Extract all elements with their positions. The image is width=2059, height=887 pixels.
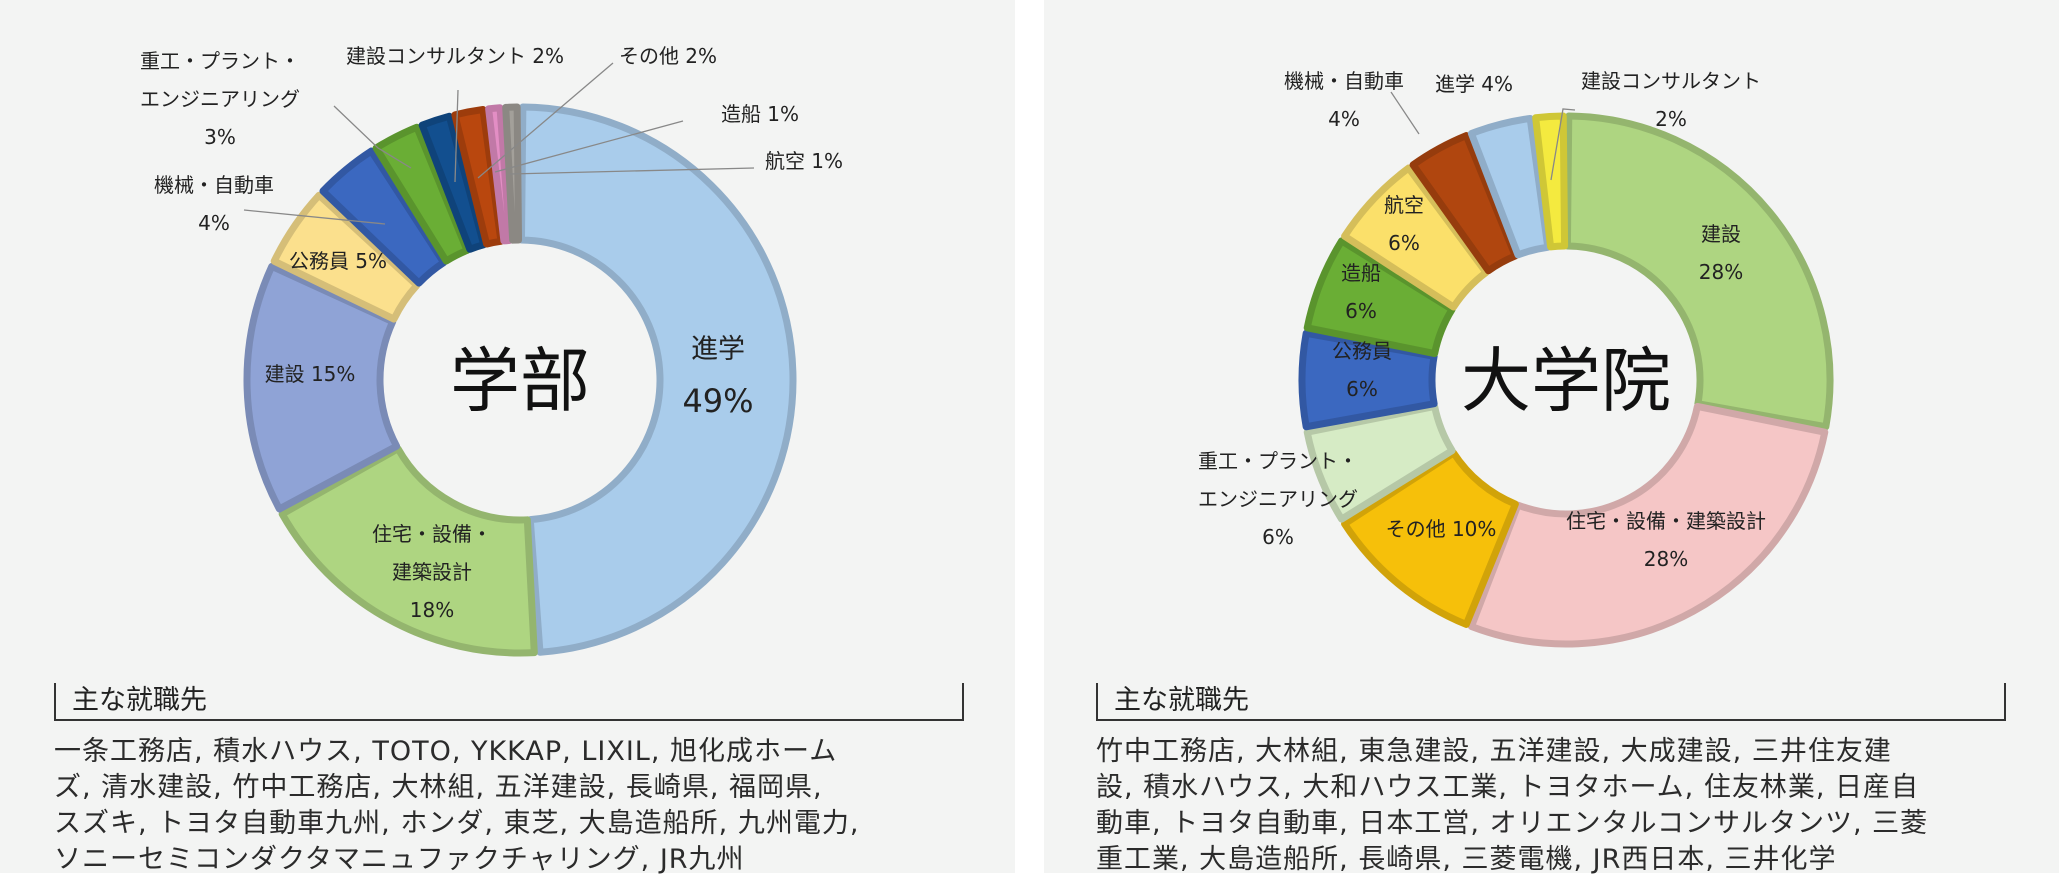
slice-label: その他 10% bbox=[1386, 517, 1497, 541]
slice-label: 住宅・設備・建築設計 28% bbox=[1566, 509, 1766, 571]
slice-label: 重工・プラント・エンジニアリング 3% bbox=[140, 49, 412, 169]
slice-label: 建設 15% bbox=[265, 362, 356, 386]
donut-slice bbox=[1341, 449, 1519, 628]
graduate-panel: 大学院 建設 28% 住宅・設備・建築設計 28% その他 10% 重工・プラント・ エンジニ… bbox=[1044, 0, 2059, 875]
slice-name-label: 住宅・設備・ bbox=[372, 522, 492, 546]
slice-label: 造船 6% bbox=[1341, 261, 1381, 323]
employers-list: 一条工務店, 積水ハウス, TOTO, YKKAP, LIXIL, 旭化成ホーム… bbox=[54, 734, 969, 878]
leader-line bbox=[333, 105, 412, 169]
slice-label: 建設コンサルタント 2% bbox=[346, 44, 564, 183]
donut-slice bbox=[1341, 164, 1490, 311]
slice-value-label: 4% bbox=[1328, 107, 1360, 131]
slice-value-label: 6% bbox=[1346, 377, 1378, 401]
slice-name-label: エンジニアリング bbox=[140, 87, 300, 111]
slice-name-label: 建設 bbox=[1701, 222, 1741, 246]
slice-name-label: 重工・プラント・ bbox=[140, 49, 300, 73]
slice-label: 住宅・設備・建築設計 18% bbox=[372, 522, 492, 622]
donut-slice bbox=[517, 103, 797, 656]
slice-label: 建設コンサルタント 2% bbox=[1550, 69, 1761, 181]
employers-line: 一条工務店, 積水ハウス, TOTO, YKKAP, LIXIL, 旭化成ホーム bbox=[54, 736, 838, 767]
leader-line bbox=[243, 209, 386, 225]
slice-name-label: エンジニアリング bbox=[1198, 487, 1358, 511]
slice-name-value-label: 航空 1% bbox=[765, 149, 843, 173]
slice-value-label: 28% bbox=[1644, 547, 1688, 571]
donut-slice bbox=[319, 147, 448, 287]
employers-line: 設, 積水ハウス, 大和ハウス工業, トヨタホーム, 住友林業, 日産自 bbox=[1096, 772, 1920, 803]
leader-line bbox=[1550, 108, 1576, 181]
slice-label: 進学 4% bbox=[1435, 72, 1513, 96]
slice-label: 航空 6% bbox=[1384, 193, 1424, 255]
slice-label: 造船 1% bbox=[494, 102, 799, 173]
center-label: 学部 bbox=[450, 340, 590, 422]
employers-heading: 主な就職先 bbox=[1096, 683, 2006, 721]
employers-line: 重工業, 大島造船所, 長崎県, 三菱電機, JR西日本, 三井化学 bbox=[1096, 844, 1837, 875]
employers-heading: 主な就職先 bbox=[54, 683, 964, 721]
undergraduate-panel: 学部 進学 49% 住宅・設備・ 建築設計 18% 建設 15% 公務員 5% 機械・自動車 4%… bbox=[0, 0, 1015, 875]
graduate-donut-chart: 大学院 建設 28% 住宅・設備・建築設計 28% その他 10% 重工・プラント・エンジニ… bbox=[1198, 69, 1834, 648]
donut-slice bbox=[1532, 112, 1569, 251]
slice-name-label: 機械・自動車 bbox=[154, 173, 274, 197]
employers-line: ズ, 清水建設, 竹中工務店, 大林組, 五洋建設, 長崎県, 福岡県, bbox=[54, 772, 823, 803]
slice-label: 航空 1% bbox=[509, 149, 843, 175]
leader-line bbox=[494, 120, 684, 173]
slice-name-label: 建設コンサルタント bbox=[1581, 69, 1761, 93]
donut-slice bbox=[243, 262, 401, 513]
leader-line bbox=[1390, 91, 1420, 135]
slice-value-label: 28% bbox=[1699, 260, 1743, 284]
slice-name-label: 建築設計 bbox=[392, 560, 472, 584]
donut-slices bbox=[243, 103, 797, 657]
slice-label: 進学 49% bbox=[682, 334, 753, 420]
slice-label: 公務員 5% bbox=[289, 249, 387, 273]
slice-value-label: 2% bbox=[1655, 107, 1687, 131]
slice-label: 機械・自動車 4% bbox=[154, 173, 386, 235]
slice-name-value-label: 造船 1% bbox=[721, 102, 799, 126]
slice-name-value-label: その他 10% bbox=[1386, 517, 1497, 541]
slice-value-label: 6% bbox=[1262, 525, 1294, 549]
slice-name-label: 重工・プラント・ bbox=[1198, 449, 1358, 473]
employers-line: ソニーセミコンダクタマニュファクチャリング, JR九州 bbox=[54, 844, 745, 875]
center-label: 大学院 bbox=[1461, 340, 1671, 422]
donut-slice bbox=[1467, 402, 1829, 648]
employers-line: 動車, トヨタ自動車, 日本工営, オリエンタルコンサルタンツ, 三菱 bbox=[1096, 808, 1929, 839]
leader-line bbox=[509, 167, 755, 175]
slice-name-label: 機械・自動車 bbox=[1284, 69, 1404, 93]
slice-value-label: 6% bbox=[1388, 231, 1420, 255]
donut-slices bbox=[1298, 112, 1834, 648]
slice-name-label: 住宅・設備・建築設計 bbox=[1566, 509, 1766, 533]
leader-line bbox=[477, 62, 614, 179]
slice-name-label: 航空 bbox=[1384, 193, 1424, 217]
donut-slice bbox=[270, 191, 421, 323]
slice-label: 建設 28% bbox=[1699, 222, 1743, 284]
leader-line bbox=[454, 89, 459, 183]
slice-label: 公務員 6% bbox=[1332, 339, 1392, 401]
employers-line: スズキ, トヨタ自動車九州, ホンダ, 東芝, 大島造船所, 九州電力, bbox=[54, 808, 860, 839]
slice-value-label: 18% bbox=[410, 598, 454, 622]
slice-label: その他 2% bbox=[477, 44, 717, 179]
employers-list: 竹中工務店, 大林組, 東急建設, 五洋建設, 大成建設, 三井住友建 設, 積… bbox=[1096, 734, 2011, 878]
slice-name-value-label: 公務員 5% bbox=[289, 249, 387, 273]
slice-name-label: 進学 bbox=[691, 334, 745, 365]
donut-slice bbox=[1303, 237, 1456, 358]
slice-value-label: 6% bbox=[1345, 299, 1377, 323]
slice-label: 重工・プラント・エンジニアリング 6% bbox=[1198, 449, 1358, 549]
slice-name-label: 造船 bbox=[1341, 261, 1381, 285]
slice-label: 機械・自動車 4% bbox=[1284, 69, 1420, 135]
donut-slice bbox=[1467, 114, 1552, 259]
slice-name-value-label: 建設 15% bbox=[265, 362, 356, 386]
slice-value-label: 3% bbox=[204, 125, 236, 149]
donut-slice bbox=[1563, 112, 1834, 431]
donut-slice bbox=[1409, 132, 1519, 275]
donut-slice bbox=[1298, 329, 1438, 431]
slice-name-value-label: 建設コンサルタント 2% bbox=[346, 44, 564, 68]
slice-name-value-label: その他 2% bbox=[619, 44, 717, 68]
slice-name-label: 公務員 bbox=[1332, 339, 1392, 363]
donut-slice bbox=[278, 445, 538, 657]
slice-name-value-label: 進学 4% bbox=[1435, 72, 1513, 96]
donut-slice bbox=[1303, 402, 1456, 523]
undergraduate-donut-chart: 学部 進学 49% 住宅・設備・建築設計 18% 建設 15% 公務員 5% 機械・自動車 4%… bbox=[140, 44, 843, 657]
slice-value-label: 49% bbox=[682, 382, 753, 420]
slice-value-label: 4% bbox=[198, 211, 230, 235]
employers-line: 竹中工務店, 大林組, 東急建設, 五洋建設, 大成建設, 三井住友建 bbox=[1096, 736, 1892, 767]
